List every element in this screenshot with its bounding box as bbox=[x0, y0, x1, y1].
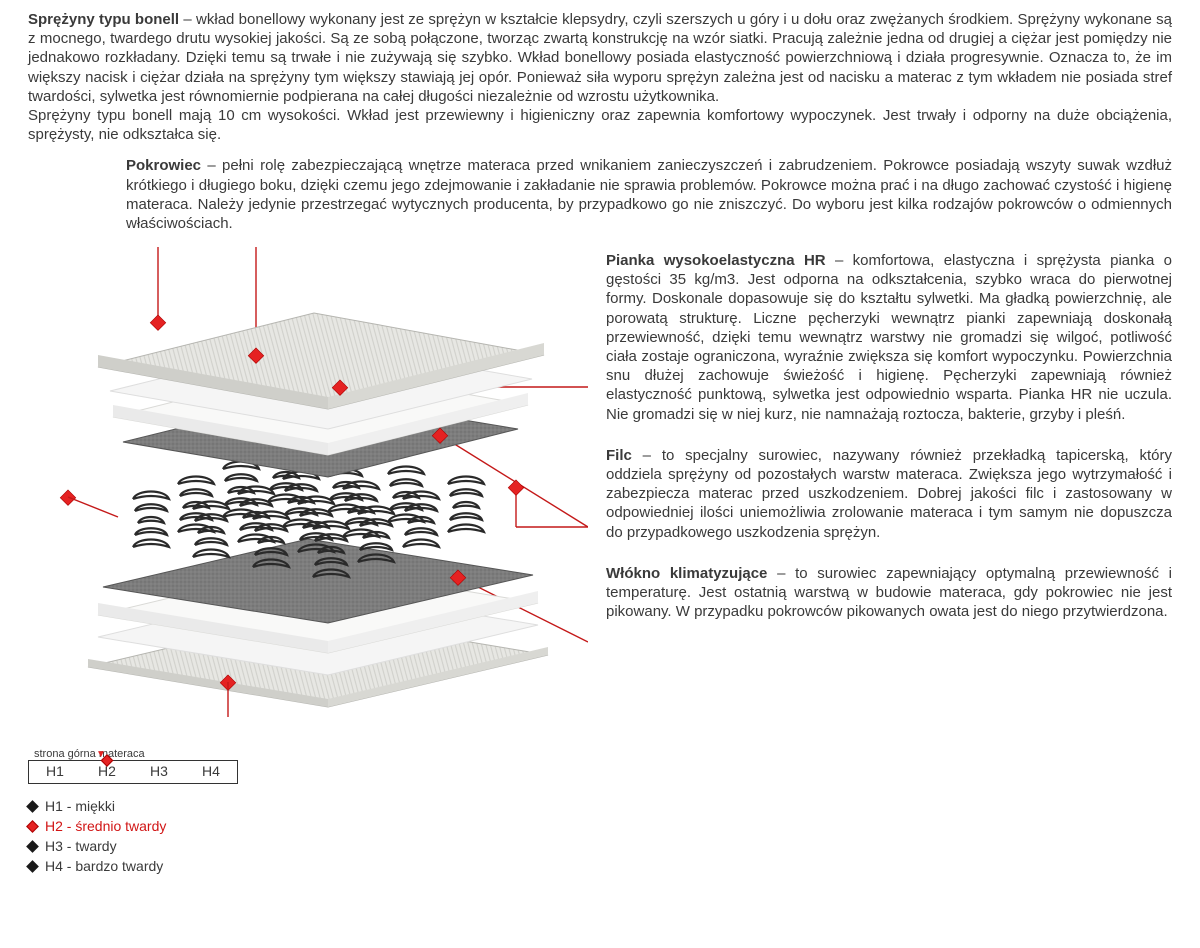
section-wlokno: Włókno klimatyzujące – to surowiec zapew… bbox=[606, 564, 1172, 622]
legend-item-label: H4 - bardzo twardy bbox=[45, 858, 163, 876]
hardness-legend: strona górna materaca ▼ H1 H2 H3 H4 H1 -… bbox=[28, 747, 1172, 876]
section-sprezyny: Sprężyny typu bonell – wkład bonellowy w… bbox=[28, 10, 1172, 144]
legend-item-h3: H3 - twardy bbox=[28, 838, 1172, 856]
paragraph-pokrowiec: Pokrowiec – pełni rolę zabezpieczającą w… bbox=[126, 156, 1172, 233]
scale-label: H3 bbox=[150, 763, 168, 781]
legend-list: H1 - miękki H2 - średnio twardy H3 - twa… bbox=[28, 798, 1172, 876]
scale-cell-h3: H3 bbox=[133, 761, 185, 783]
diamond-icon bbox=[26, 801, 39, 814]
diamond-icon bbox=[26, 860, 39, 873]
mid-row: Pianka wysokoelastyczna HR – komfortowa,… bbox=[28, 247, 1172, 717]
legend-item-label: H3 - twardy bbox=[45, 838, 117, 856]
diagram-column bbox=[28, 247, 588, 717]
scale-cell-h1: H1 bbox=[29, 761, 81, 783]
scale-cell-h2: H2 bbox=[81, 761, 133, 783]
paragraph-sprezyny-2: Sprężyny typu bonell mają 10 cm wysokośc… bbox=[28, 106, 1172, 144]
hardness-scale: H1 H2 H3 H4 bbox=[28, 760, 238, 784]
paragraph-wlokno: Włókno klimatyzujące – to surowiec zapew… bbox=[606, 564, 1172, 622]
section-pokrowiec: Pokrowiec – pełni rolę zabezpieczającą w… bbox=[28, 156, 1172, 233]
legend-item-h2: H2 - średnio twardy bbox=[28, 818, 1172, 836]
body-pokrowiec: – pełni rolę zabezpieczającą wnętrze mat… bbox=[126, 157, 1172, 232]
diamond-icon bbox=[26, 820, 39, 833]
title-sprezyny: Sprężyny typu bonell bbox=[28, 11, 179, 28]
diamond-icon bbox=[26, 840, 39, 853]
title-pianka: Pianka wysokoelastyczna HR bbox=[606, 252, 826, 269]
paragraph-filc: Filc – to specjalny surowiec, nazywany r… bbox=[606, 446, 1172, 542]
legend-item-h4: H4 - bardzo twardy bbox=[28, 858, 1172, 876]
text-column: Pianka wysokoelastyczna HR – komfortowa,… bbox=[606, 247, 1172, 717]
scale-label: H1 bbox=[46, 763, 64, 781]
paragraph-sprezyny-1: Sprężyny typu bonell – wkład bonellowy w… bbox=[28, 10, 1172, 106]
scale-marker-icon bbox=[103, 752, 112, 770]
title-wlokno: Włókno klimatyzujące bbox=[606, 565, 767, 582]
legend-item-h1: H1 - miękki bbox=[28, 798, 1172, 816]
title-pokrowiec: Pokrowiec bbox=[126, 157, 201, 174]
scale-cell-h4: H4 bbox=[185, 761, 237, 783]
legend-item-label: H1 - miękki bbox=[45, 798, 115, 816]
title-filc: Filc bbox=[606, 447, 632, 464]
legend-item-label: H2 - średnio twardy bbox=[45, 818, 166, 836]
section-pianka: Pianka wysokoelastyczna HR – komfortowa,… bbox=[606, 251, 1172, 424]
section-filc: Filc – to specjalny surowiec, nazywany r… bbox=[606, 446, 1172, 542]
body-sprezyny-1: – wkład bonellowy wykonany jest ze spręż… bbox=[28, 11, 1172, 105]
scale-label: H4 bbox=[202, 763, 220, 781]
paragraph-pianka: Pianka wysokoelastyczna HR – komfortowa,… bbox=[606, 251, 1172, 424]
mattress-layers-diagram bbox=[28, 247, 588, 717]
body-pianka: – komfortowa, elastyczna i sprężysta pia… bbox=[606, 252, 1172, 423]
body-filc: – to specjalny surowiec, nazywany równie… bbox=[606, 447, 1172, 541]
